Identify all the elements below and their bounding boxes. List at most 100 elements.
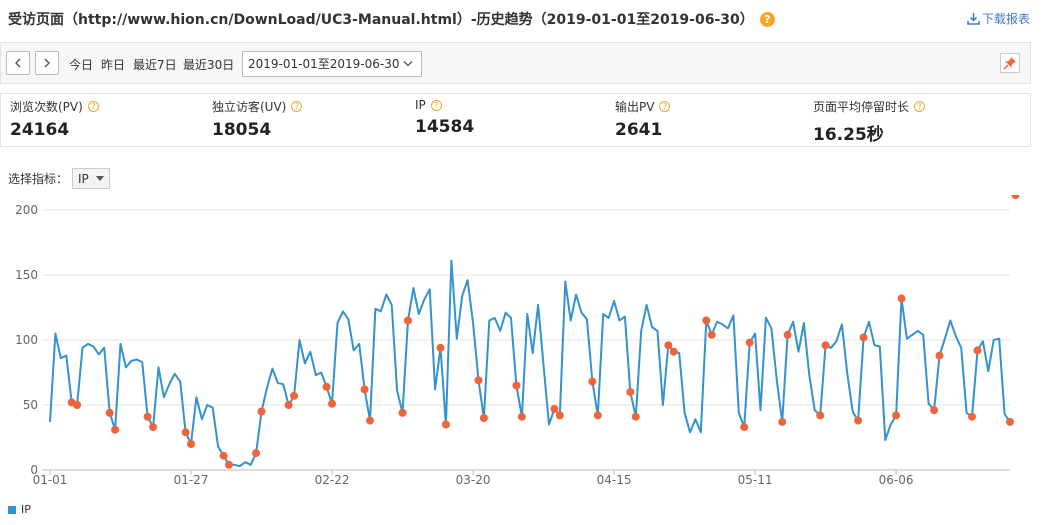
download-report-link[interactable]: 下载报表: [967, 10, 1030, 27]
data-point-marker: [322, 382, 331, 391]
data-point-marker: [669, 347, 678, 356]
data-point-marker: [707, 330, 716, 339]
quick-range-7days[interactable]: 最近7日: [133, 58, 177, 72]
help-icon[interactable]: ?: [659, 101, 671, 112]
data-point-marker: [252, 449, 261, 458]
data-point-marker: [360, 385, 369, 394]
data-point-marker: [111, 425, 120, 434]
selector-label: 选择指标：: [8, 172, 69, 186]
data-point-marker: [398, 408, 407, 417]
metric-label: 输出PV: [615, 100, 655, 114]
data-point-marker: [778, 417, 787, 426]
chevron-right-icon: [44, 58, 50, 68]
metric-label: 页面平均停留时长: [813, 100, 910, 114]
help-icon[interactable]: ?: [430, 99, 442, 111]
data-point-marker: [897, 294, 906, 303]
data-point-marker: [517, 412, 526, 421]
data-point-marker: [930, 406, 939, 415]
pin-icon: [1003, 57, 1016, 70]
data-point-marker: [403, 316, 412, 325]
quick-range-yesterday[interactable]: 昨日: [101, 58, 126, 72]
data-point-marker: [219, 451, 228, 460]
metric-output-pv: 输出PV? 2641: [615, 98, 671, 140]
data-point-marker: [143, 412, 152, 421]
quick-range-30days[interactable]: 最近30日: [183, 58, 235, 72]
quick-range-today[interactable]: 今日: [69, 58, 94, 72]
legend-swatch: [8, 505, 16, 514]
metric-value: 14584: [415, 117, 475, 137]
data-point-marker: [290, 391, 299, 400]
prev-period-button[interactable]: [6, 51, 30, 75]
x-tick-label: 02-22: [315, 473, 350, 487]
data-point-marker: [740, 423, 749, 432]
data-point-marker: [821, 341, 830, 350]
data-point-marker: [593, 411, 602, 420]
x-tick-label: 04-15: [597, 473, 632, 487]
data-point-marker: [588, 377, 597, 386]
metric-selector: 选择指标： IP: [8, 168, 110, 189]
data-point-marker: [512, 381, 521, 390]
trend-chart: 0 50 100 150 200 01-01 01-27 02-22 03-20 04-15 05…: [15, 195, 1020, 487]
metric-ip: IP? 14584: [415, 98, 474, 137]
data-point-marker: [474, 376, 483, 385]
data-point-marker: [973, 346, 982, 355]
page-title: 受访页面（http://www.hion.cn/DownLoad/UC3-Man…: [8, 12, 754, 28]
data-point-marker: [257, 407, 266, 416]
metric-uv: 独立访客(UV)? 18054: [212, 98, 303, 140]
data-point-marker: [550, 404, 559, 413]
x-tick-label: 03-20: [456, 473, 491, 487]
help-icon[interactable]: ?: [291, 101, 303, 112]
date-range-select[interactable]: 2019-01-01至2019-06-30: [242, 51, 422, 77]
metric-select[interactable]: IP: [72, 168, 110, 189]
data-point-marker: [1006, 417, 1014, 426]
help-icon[interactable]: ?: [759, 11, 775, 27]
metric-label: 独立访客(UV): [212, 100, 287, 114]
download-icon: [967, 13, 980, 25]
data-point-marker: [284, 401, 293, 409]
data-point-marker: [783, 330, 792, 339]
y-tick-label: 50: [23, 398, 38, 412]
help-icon[interactable]: ?: [914, 101, 926, 112]
x-tick-label: 01-01: [33, 473, 68, 487]
data-point-marker: [181, 428, 190, 437]
metrics-summary: 浏览次数(PV)? 24164 独立访客(UV)? 18054 IP? 1458…: [0, 93, 1031, 147]
pin-button[interactable]: [1000, 53, 1020, 73]
next-period-button[interactable]: [35, 51, 59, 75]
download-label: 下载报表: [981, 12, 1030, 26]
metric-value: 24164: [10, 120, 70, 140]
chevron-down-icon: [403, 61, 413, 67]
data-point-marker: [366, 416, 374, 425]
y-tick-label: 0: [30, 463, 38, 477]
data-point-marker: [631, 412, 640, 421]
y-tick-label: 150: [15, 268, 38, 282]
data-point-marker: [702, 316, 711, 325]
data-point-marker: [441, 420, 450, 429]
metric-value: 16.25秒: [813, 125, 884, 145]
data-point-marker: [555, 411, 564, 420]
data-point-marker: [968, 412, 977, 421]
date-range-value: 2019-01-01至2019-06-30: [248, 57, 400, 71]
metric-value: 18054: [212, 120, 272, 140]
metric-pv: 浏览次数(PV)? 24164: [10, 98, 99, 140]
data-point-marker: [436, 343, 445, 352]
data-point-marker: [1011, 195, 1020, 199]
legend-label: IP: [21, 503, 31, 516]
metric-label: 浏览次数(PV): [10, 100, 83, 114]
chart-legend[interactable]: IP: [8, 503, 31, 516]
help-icon[interactable]: ?: [87, 101, 99, 112]
data-point-marker: [626, 388, 635, 396]
data-point-marker: [105, 408, 114, 417]
y-tick-label: 100: [15, 333, 38, 347]
series-line-ip: [49, 259, 1011, 468]
data-point-marker: [73, 401, 82, 409]
data-point-marker: [745, 338, 754, 347]
data-point-marker: [479, 414, 488, 422]
data-point-marker: [187, 440, 196, 448]
data-point-marker: [892, 411, 901, 420]
data-point-marker: [935, 351, 944, 360]
data-point-marker: [224, 460, 233, 469]
metric-label: IP: [415, 98, 426, 112]
metric-select-value: IP: [78, 171, 89, 186]
data-point-marker: [859, 333, 868, 342]
y-tick-label: 200: [15, 203, 38, 217]
